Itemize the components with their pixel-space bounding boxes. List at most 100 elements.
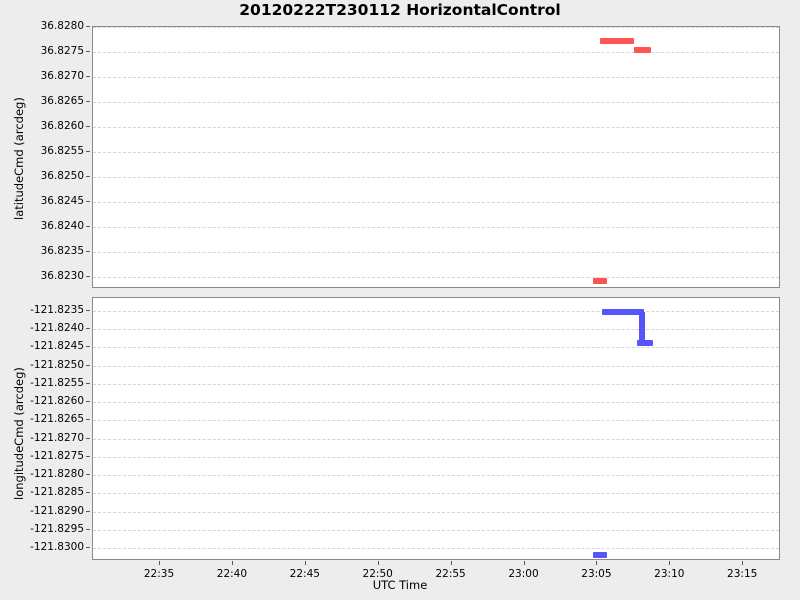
y-tick-mark — [86, 382, 90, 384]
data-segment — [602, 309, 644, 316]
latitude-tick-label: 36.8240 — [40, 220, 84, 232]
longitude-tick-label: -121.8280 — [30, 468, 84, 481]
x-tick-mark — [377, 561, 379, 565]
gridline — [93, 365, 779, 367]
latitude-tick-label: 36.8235 — [40, 245, 84, 257]
y-tick-mark — [86, 126, 90, 127]
data-segment — [637, 340, 654, 347]
data-segment — [592, 552, 608, 559]
latitude-tick-label: 36.8245 — [40, 195, 84, 207]
longitude-tick-label: -121.8240 — [30, 322, 84, 335]
y-tick-mark — [86, 510, 90, 512]
gridline — [93, 277, 779, 278]
latitude-tick-label: 36.8255 — [40, 145, 84, 157]
y-tick-mark — [86, 76, 90, 77]
longitude-plot-area — [92, 297, 780, 560]
y-tick-mark — [86, 51, 90, 52]
gridline — [93, 329, 779, 331]
y-tick-mark — [86, 528, 90, 530]
gridline — [93, 402, 779, 404]
gridline — [93, 383, 779, 385]
data-segment — [633, 46, 651, 53]
time-tick-label: 23:00 — [508, 568, 539, 580]
y-tick-mark — [86, 101, 90, 102]
longitude-tick-label: -121.8235 — [30, 304, 84, 316]
data-segment — [599, 37, 634, 44]
x-tick-mark — [596, 561, 598, 565]
latitude-tick-label: 36.8270 — [40, 70, 84, 82]
time-tick-label: 23:05 — [581, 568, 612, 580]
x-tick-mark — [669, 561, 671, 565]
longitude-series-layer — [93, 298, 779, 559]
gridline — [93, 420, 779, 422]
time-tick-label: 22:35 — [143, 568, 175, 580]
gridline — [93, 102, 779, 103]
y-tick-mark — [86, 364, 90, 366]
time-axis-label: UTC Time — [372, 578, 428, 592]
latitude-axis-label: latitudeCmd (arcdeg) — [12, 97, 26, 220]
latitude-tick-label: 36.8275 — [40, 45, 84, 57]
longitude-gridlines — [93, 298, 779, 559]
longitude-tick-label: -121.8275 — [30, 449, 84, 462]
longitude-axis-ticks: -121.8235 -121.8240 -121.8245 -121.8250 -121… — [0, 297, 90, 560]
gridline — [93, 202, 779, 203]
y-tick-mark — [86, 226, 90, 227]
time-tick-label: 22:40 — [216, 568, 248, 580]
gridline — [93, 127, 779, 128]
gridline — [93, 152, 779, 153]
x-tick-mark — [231, 561, 233, 565]
data-segment — [592, 278, 608, 285]
time-tick-label: 22:45 — [289, 568, 320, 580]
longitude-tick-label: -121.8250 — [30, 358, 84, 371]
latitude-tick-label: 36.8230 — [40, 270, 84, 282]
gridline — [93, 347, 779, 349]
time-axis-ticks: 22:35 22:40 22:45 22:50 22:55 23:00 23:05 23:10… — [0, 561, 800, 581]
x-tick-mark — [742, 561, 744, 565]
gridline — [93, 77, 779, 78]
time-tick-label: 22:55 — [435, 568, 466, 580]
gridline — [93, 529, 779, 531]
gridline — [93, 511, 779, 513]
time-tick-label: 22:50 — [362, 568, 393, 580]
longitude-tick-label: -121.8255 — [30, 376, 84, 389]
time-tick-label: 23:15 — [727, 568, 758, 580]
longitude-tick-label: -121.8265 — [30, 413, 84, 426]
gridline — [93, 311, 779, 312]
y-tick-mark — [86, 176, 90, 177]
latitude-tick-label: 36.8265 — [40, 95, 84, 107]
longitude-tick-label: -121.8285 — [30, 486, 84, 499]
y-tick-mark — [86, 419, 90, 421]
gridline — [93, 52, 779, 53]
y-tick-mark — [86, 201, 90, 202]
longitude-tick-label: -121.8300 — [30, 541, 84, 553]
latitude-tick-label: 36.8280 — [40, 20, 84, 32]
gridline — [93, 475, 779, 477]
latitude-tick-label: 36.8250 — [40, 170, 84, 182]
y-tick-mark — [86, 474, 90, 476]
y-tick-mark — [86, 455, 90, 457]
latitude-axis-ticks: 36.8280 36.8275 36.8270 36.8265 36.8260 36.82… — [0, 20, 90, 288]
y-tick-mark — [86, 492, 90, 494]
y-tick-mark — [86, 251, 90, 252]
longitude-tick-label: -121.8270 — [30, 431, 84, 444]
gridline — [93, 27, 779, 28]
gridline — [93, 493, 779, 495]
y-tick-mark — [86, 310, 90, 311]
longitude-tick-label: -121.8245 — [30, 340, 84, 353]
time-tick-label: 23:10 — [654, 568, 685, 580]
gridline — [93, 252, 779, 253]
latitude-gridlines — [93, 27, 779, 287]
x-tick-mark — [523, 561, 525, 565]
gridline — [93, 438, 779, 440]
x-tick-mark — [450, 561, 452, 565]
data-segment-vertical — [639, 312, 646, 344]
y-tick-mark — [86, 437, 90, 439]
longitude-axis-label: longitudeCmd (arcdeg) — [12, 367, 26, 500]
longitude-tick-label: -121.8260 — [30, 395, 84, 408]
x-tick-mark — [159, 561, 160, 565]
y-tick-mark — [86, 328, 90, 330]
gridline — [93, 227, 779, 228]
latitude-plot-area — [92, 26, 780, 288]
y-tick-mark — [86, 401, 90, 403]
